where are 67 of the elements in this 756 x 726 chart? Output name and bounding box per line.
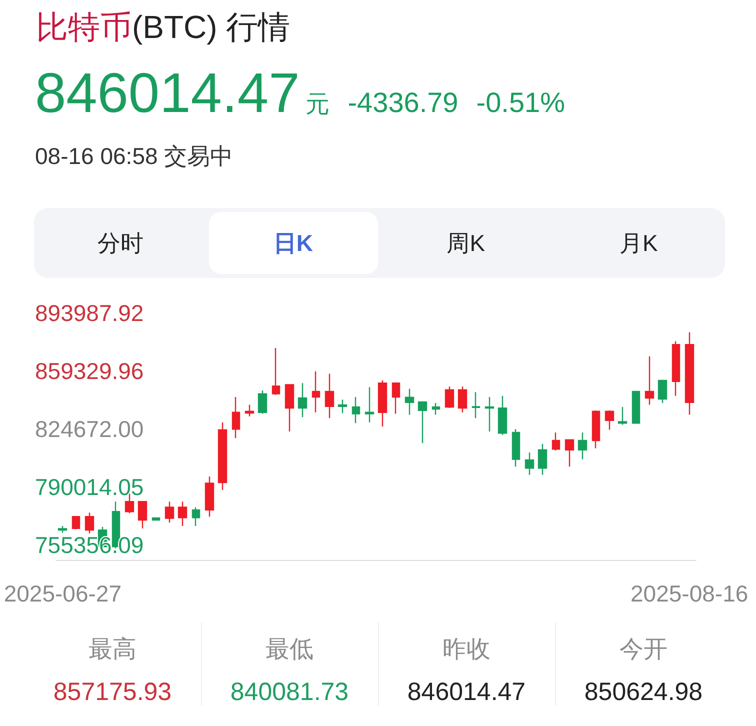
candlestick	[138, 500, 148, 529]
text: 元	[306, 91, 330, 118]
tab-bar: 分时 日K 周K 月K	[34, 208, 725, 278]
candlestick	[192, 506, 200, 527]
candlestick	[312, 370, 320, 413]
candlestick	[618, 406, 628, 426]
candlestick	[472, 392, 480, 419]
candlestick	[404, 388, 414, 416]
candlestick	[604, 410, 614, 430]
candlestick	[352, 396, 360, 424]
candlestick	[498, 395, 508, 436]
candlestick	[324, 373, 334, 419]
x-tick-label: 2025-08-16	[630, 580, 748, 606]
y-tick-label: 893987.92	[35, 300, 144, 326]
candlestick	[58, 525, 68, 534]
candlestick	[218, 422, 228, 490]
candlestick	[152, 516, 160, 522]
candlestick	[484, 396, 494, 432]
x-tick-label: 2025-06-27	[4, 580, 122, 606]
candlestick	[298, 382, 308, 418]
candlestick	[258, 390, 268, 414]
text: -0.51%	[476, 87, 565, 118]
candlestick	[512, 428, 520, 468]
candlestick	[244, 404, 254, 418]
y-tick-label: 859329.96	[35, 358, 144, 384]
candlestick	[178, 500, 188, 527]
candlestick	[458, 386, 468, 413]
candlestick	[232, 396, 240, 439]
text: 昨收	[442, 636, 492, 663]
y-tick-label: 790014.05	[35, 474, 144, 500]
text: 846014.47	[35, 61, 300, 124]
candlestick	[284, 384, 294, 432]
candlestick	[378, 380, 388, 428]
text: 最低	[264, 636, 314, 663]
text: 857175.93	[52, 678, 173, 706]
candlestick	[672, 340, 680, 396]
chart-subtitle: 08-16 06:58 交易中	[35, 143, 234, 169]
candlestick	[338, 399, 348, 414]
candlestick	[392, 382, 400, 414]
candlestick	[84, 512, 94, 534]
candlestick	[364, 386, 374, 424]
candlestick	[564, 439, 574, 468]
candlestick	[444, 386, 454, 409]
text: 846014.47	[406, 678, 527, 706]
candlestick	[272, 347, 280, 396]
candlestick	[552, 432, 560, 452]
candlestick	[432, 402, 440, 416]
candlestick	[578, 432, 588, 460]
candlestick	[524, 452, 534, 476]
chart-title: 比特币(BTC) 行情	[36, 9, 290, 45]
text: 今开	[618, 636, 668, 663]
candlestick	[418, 401, 428, 444]
text: -4336.79	[348, 87, 458, 118]
candlestick	[658, 379, 668, 404]
text: 850624.98	[583, 678, 704, 706]
candlestick	[644, 356, 654, 406]
text: 最高	[88, 636, 138, 663]
candlestick	[684, 332, 694, 416]
candlestick	[164, 500, 174, 524]
text: 840081.73	[229, 678, 350, 706]
y-tick-label: 824672.00	[35, 416, 144, 442]
y-tick-label: 755356.09	[35, 532, 144, 558]
candlestick	[538, 443, 548, 476]
candlestick	[592, 410, 600, 449]
candlestick	[632, 390, 640, 424]
candlestick	[204, 476, 214, 518]
candlestick	[72, 515, 80, 530]
